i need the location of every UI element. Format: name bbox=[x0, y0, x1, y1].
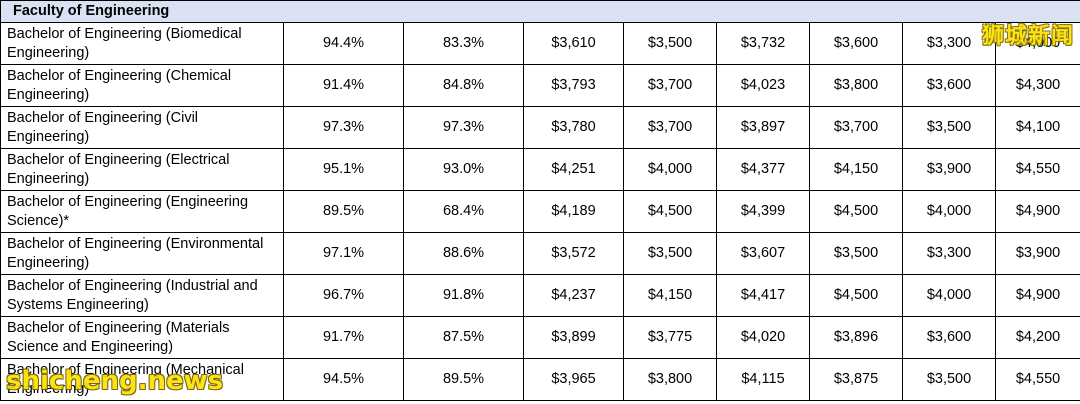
table-row: Bachelor of Engineering (Chemical Engine… bbox=[0, 64, 1080, 107]
ft-permanent-employment-cell: 89.5% bbox=[403, 358, 524, 401]
table-row: Bachelor of Engineering (Civil Engineeri… bbox=[0, 106, 1080, 149]
program-cell: Bachelor of Engineering (Civil Engineeri… bbox=[0, 106, 284, 149]
gross-mean-salary-cell: $4,115 bbox=[716, 358, 810, 401]
program-cell: Bachelor of Engineering (Materials Scien… bbox=[0, 316, 284, 359]
overall-employment-cell: 97.1% bbox=[283, 232, 404, 275]
program-cell: Bachelor of Engineering (Electrical Engi… bbox=[0, 148, 284, 191]
gross-25th-percentile-cell: $4,000 bbox=[902, 190, 996, 233]
gross-mean-salary-cell: $3,897 bbox=[716, 106, 810, 149]
gross-mean-salary-cell: $4,399 bbox=[716, 190, 810, 233]
basic-mean-salary-cell: $3,572 bbox=[523, 232, 624, 275]
table-row: Bachelor of Engineering (Mechanical Engi… bbox=[0, 358, 1080, 401]
overall-employment-cell: 97.3% bbox=[283, 106, 404, 149]
ft-permanent-employment-cell: 83.3% bbox=[403, 22, 524, 65]
gross-25th-percentile-cell: $4,000 bbox=[902, 274, 996, 317]
basic-mean-salary-cell: $3,899 bbox=[523, 316, 624, 359]
overall-employment-cell: 96.7% bbox=[283, 274, 404, 317]
basic-mean-salary-cell: $3,780 bbox=[523, 106, 624, 149]
overall-employment-cell: 89.5% bbox=[283, 190, 404, 233]
gross-median-salary-cell: $3,700 bbox=[809, 106, 903, 149]
basic-median-salary-cell: $3,700 bbox=[623, 64, 717, 107]
ft-permanent-employment-cell: 84.8% bbox=[403, 64, 524, 107]
basic-median-salary-cell: $3,700 bbox=[623, 106, 717, 149]
gross-75th-percentile-cell: $4,550 bbox=[994, 358, 1080, 401]
gross-median-salary-cell: $3,500 bbox=[809, 232, 903, 275]
gross-median-salary-cell: $3,600 bbox=[809, 22, 903, 65]
basic-mean-salary-cell: $3,610 bbox=[523, 22, 624, 65]
basic-median-salary-cell: $3,500 bbox=[623, 232, 717, 275]
ft-permanent-employment-cell: 88.6% bbox=[403, 232, 524, 275]
overall-employment-cell: 91.4% bbox=[283, 64, 404, 107]
gross-75th-percentile-cell: $4,000 bbox=[994, 22, 1080, 65]
overall-employment-cell: 94.4% bbox=[283, 22, 404, 65]
overall-employment-cell: 94.5% bbox=[283, 358, 404, 401]
gross-75th-percentile-cell: $4,300 bbox=[994, 64, 1080, 107]
basic-median-salary-cell: $4,150 bbox=[623, 274, 717, 317]
gross-75th-percentile-cell: $4,550 bbox=[994, 148, 1080, 191]
basic-median-salary-cell: $3,500 bbox=[623, 22, 717, 65]
gross-25th-percentile-cell: $3,600 bbox=[902, 316, 996, 359]
table-row: Bachelor of Engineering (Environmental E… bbox=[0, 232, 1080, 275]
basic-mean-salary-cell: $3,793 bbox=[523, 64, 624, 107]
program-cell: Bachelor of Engineering (Industrial and … bbox=[0, 274, 284, 317]
basic-median-salary-cell: $4,500 bbox=[623, 190, 717, 233]
ft-permanent-employment-cell: 93.0% bbox=[403, 148, 524, 191]
gross-75th-percentile-cell: $4,200 bbox=[994, 316, 1080, 359]
program-cell: Bachelor of Engineering (Chemical Engine… bbox=[0, 64, 284, 107]
gross-mean-salary-cell: $3,732 bbox=[716, 22, 810, 65]
ft-permanent-employment-cell: 68.4% bbox=[403, 190, 524, 233]
program-cell: Bachelor of Engineering (Engineering Sci… bbox=[0, 190, 284, 233]
gross-25th-percentile-cell: $3,300 bbox=[902, 22, 996, 65]
basic-median-salary-cell: $4,000 bbox=[623, 148, 717, 191]
basic-mean-salary-cell: $4,189 bbox=[523, 190, 624, 233]
gross-75th-percentile-cell: $4,900 bbox=[994, 274, 1080, 317]
gross-25th-percentile-cell: $3,900 bbox=[902, 148, 996, 191]
gross-mean-salary-cell: $4,417 bbox=[716, 274, 810, 317]
basic-mean-salary-cell: $3,965 bbox=[523, 358, 624, 401]
gross-median-salary-cell: $4,150 bbox=[809, 148, 903, 191]
gross-median-salary-cell: $3,800 bbox=[809, 64, 903, 107]
gross-median-salary-cell: $4,500 bbox=[809, 190, 903, 233]
gross-75th-percentile-cell: $3,900 bbox=[994, 232, 1080, 275]
gross-mean-salary-cell: $4,020 bbox=[716, 316, 810, 359]
gross-median-salary-cell: $3,896 bbox=[809, 316, 903, 359]
gross-25th-percentile-cell: $3,500 bbox=[902, 106, 996, 149]
gross-median-salary-cell: $4,500 bbox=[809, 274, 903, 317]
program-cell: Bachelor of Engineering (Mechanical Engi… bbox=[0, 358, 284, 401]
basic-mean-salary-cell: $4,237 bbox=[523, 274, 624, 317]
overall-employment-cell: 95.1% bbox=[283, 148, 404, 191]
program-cell: Bachelor of Engineering (Environmental E… bbox=[0, 232, 284, 275]
section-header-row: Faculty of Engineering bbox=[0, 0, 1080, 23]
table-row: Bachelor of Engineering (Materials Scien… bbox=[0, 316, 1080, 359]
gross-25th-percentile-cell: $3,500 bbox=[902, 358, 996, 401]
table-row: Bachelor of Engineering (Engineering Sci… bbox=[0, 190, 1080, 233]
basic-mean-salary-cell: $4,251 bbox=[523, 148, 624, 191]
gross-25th-percentile-cell: $3,300 bbox=[902, 232, 996, 275]
program-cell: Bachelor of Engineering (Biomedical Engi… bbox=[0, 22, 284, 65]
section-title: Faculty of Engineering bbox=[0, 0, 1080, 23]
basic-median-salary-cell: $3,800 bbox=[623, 358, 717, 401]
gross-mean-salary-cell: $4,377 bbox=[716, 148, 810, 191]
overall-employment-cell: 91.7% bbox=[283, 316, 404, 359]
gross-median-salary-cell: $3,875 bbox=[809, 358, 903, 401]
table-row: Bachelor of Engineering (Industrial and … bbox=[0, 274, 1080, 317]
gross-75th-percentile-cell: $4,100 bbox=[994, 106, 1080, 149]
basic-median-salary-cell: $3,775 bbox=[623, 316, 717, 359]
table-row: Bachelor of Engineering (Biomedical Engi… bbox=[0, 22, 1080, 65]
ft-permanent-employment-cell: 87.5% bbox=[403, 316, 524, 359]
gross-mean-salary-cell: $4,023 bbox=[716, 64, 810, 107]
gross-mean-salary-cell: $3,607 bbox=[716, 232, 810, 275]
gross-25th-percentile-cell: $3,600 bbox=[902, 64, 996, 107]
ft-permanent-employment-cell: 91.8% bbox=[403, 274, 524, 317]
gross-75th-percentile-cell: $4,900 bbox=[994, 190, 1080, 233]
table-row: Bachelor of Engineering (Electrical Engi… bbox=[0, 148, 1080, 191]
ft-permanent-employment-cell: 97.3% bbox=[403, 106, 524, 149]
